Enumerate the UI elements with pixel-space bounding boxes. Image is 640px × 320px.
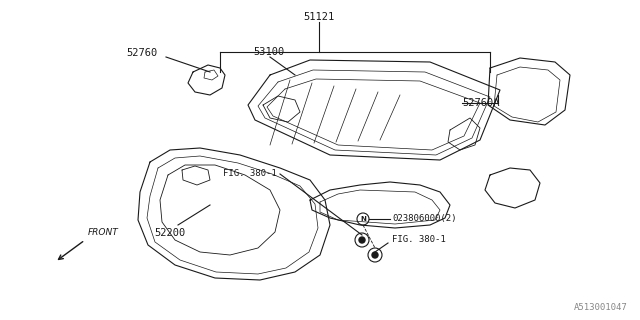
Text: 53100: 53100 [253,47,284,57]
Text: FIG. 380-1: FIG. 380-1 [392,235,445,244]
Circle shape [372,252,378,258]
Text: FRONT: FRONT [88,228,119,237]
Text: 51121: 51121 [303,12,335,22]
Text: 023806000(2): 023806000(2) [392,214,456,223]
Text: 52760: 52760 [126,48,157,58]
Circle shape [359,237,365,243]
Text: A513001047: A513001047 [574,303,628,312]
Text: 52760A: 52760A [462,98,499,108]
Text: FIG. 380-1: FIG. 380-1 [223,170,277,179]
Text: N: N [360,216,366,222]
Text: 52200: 52200 [154,228,185,238]
